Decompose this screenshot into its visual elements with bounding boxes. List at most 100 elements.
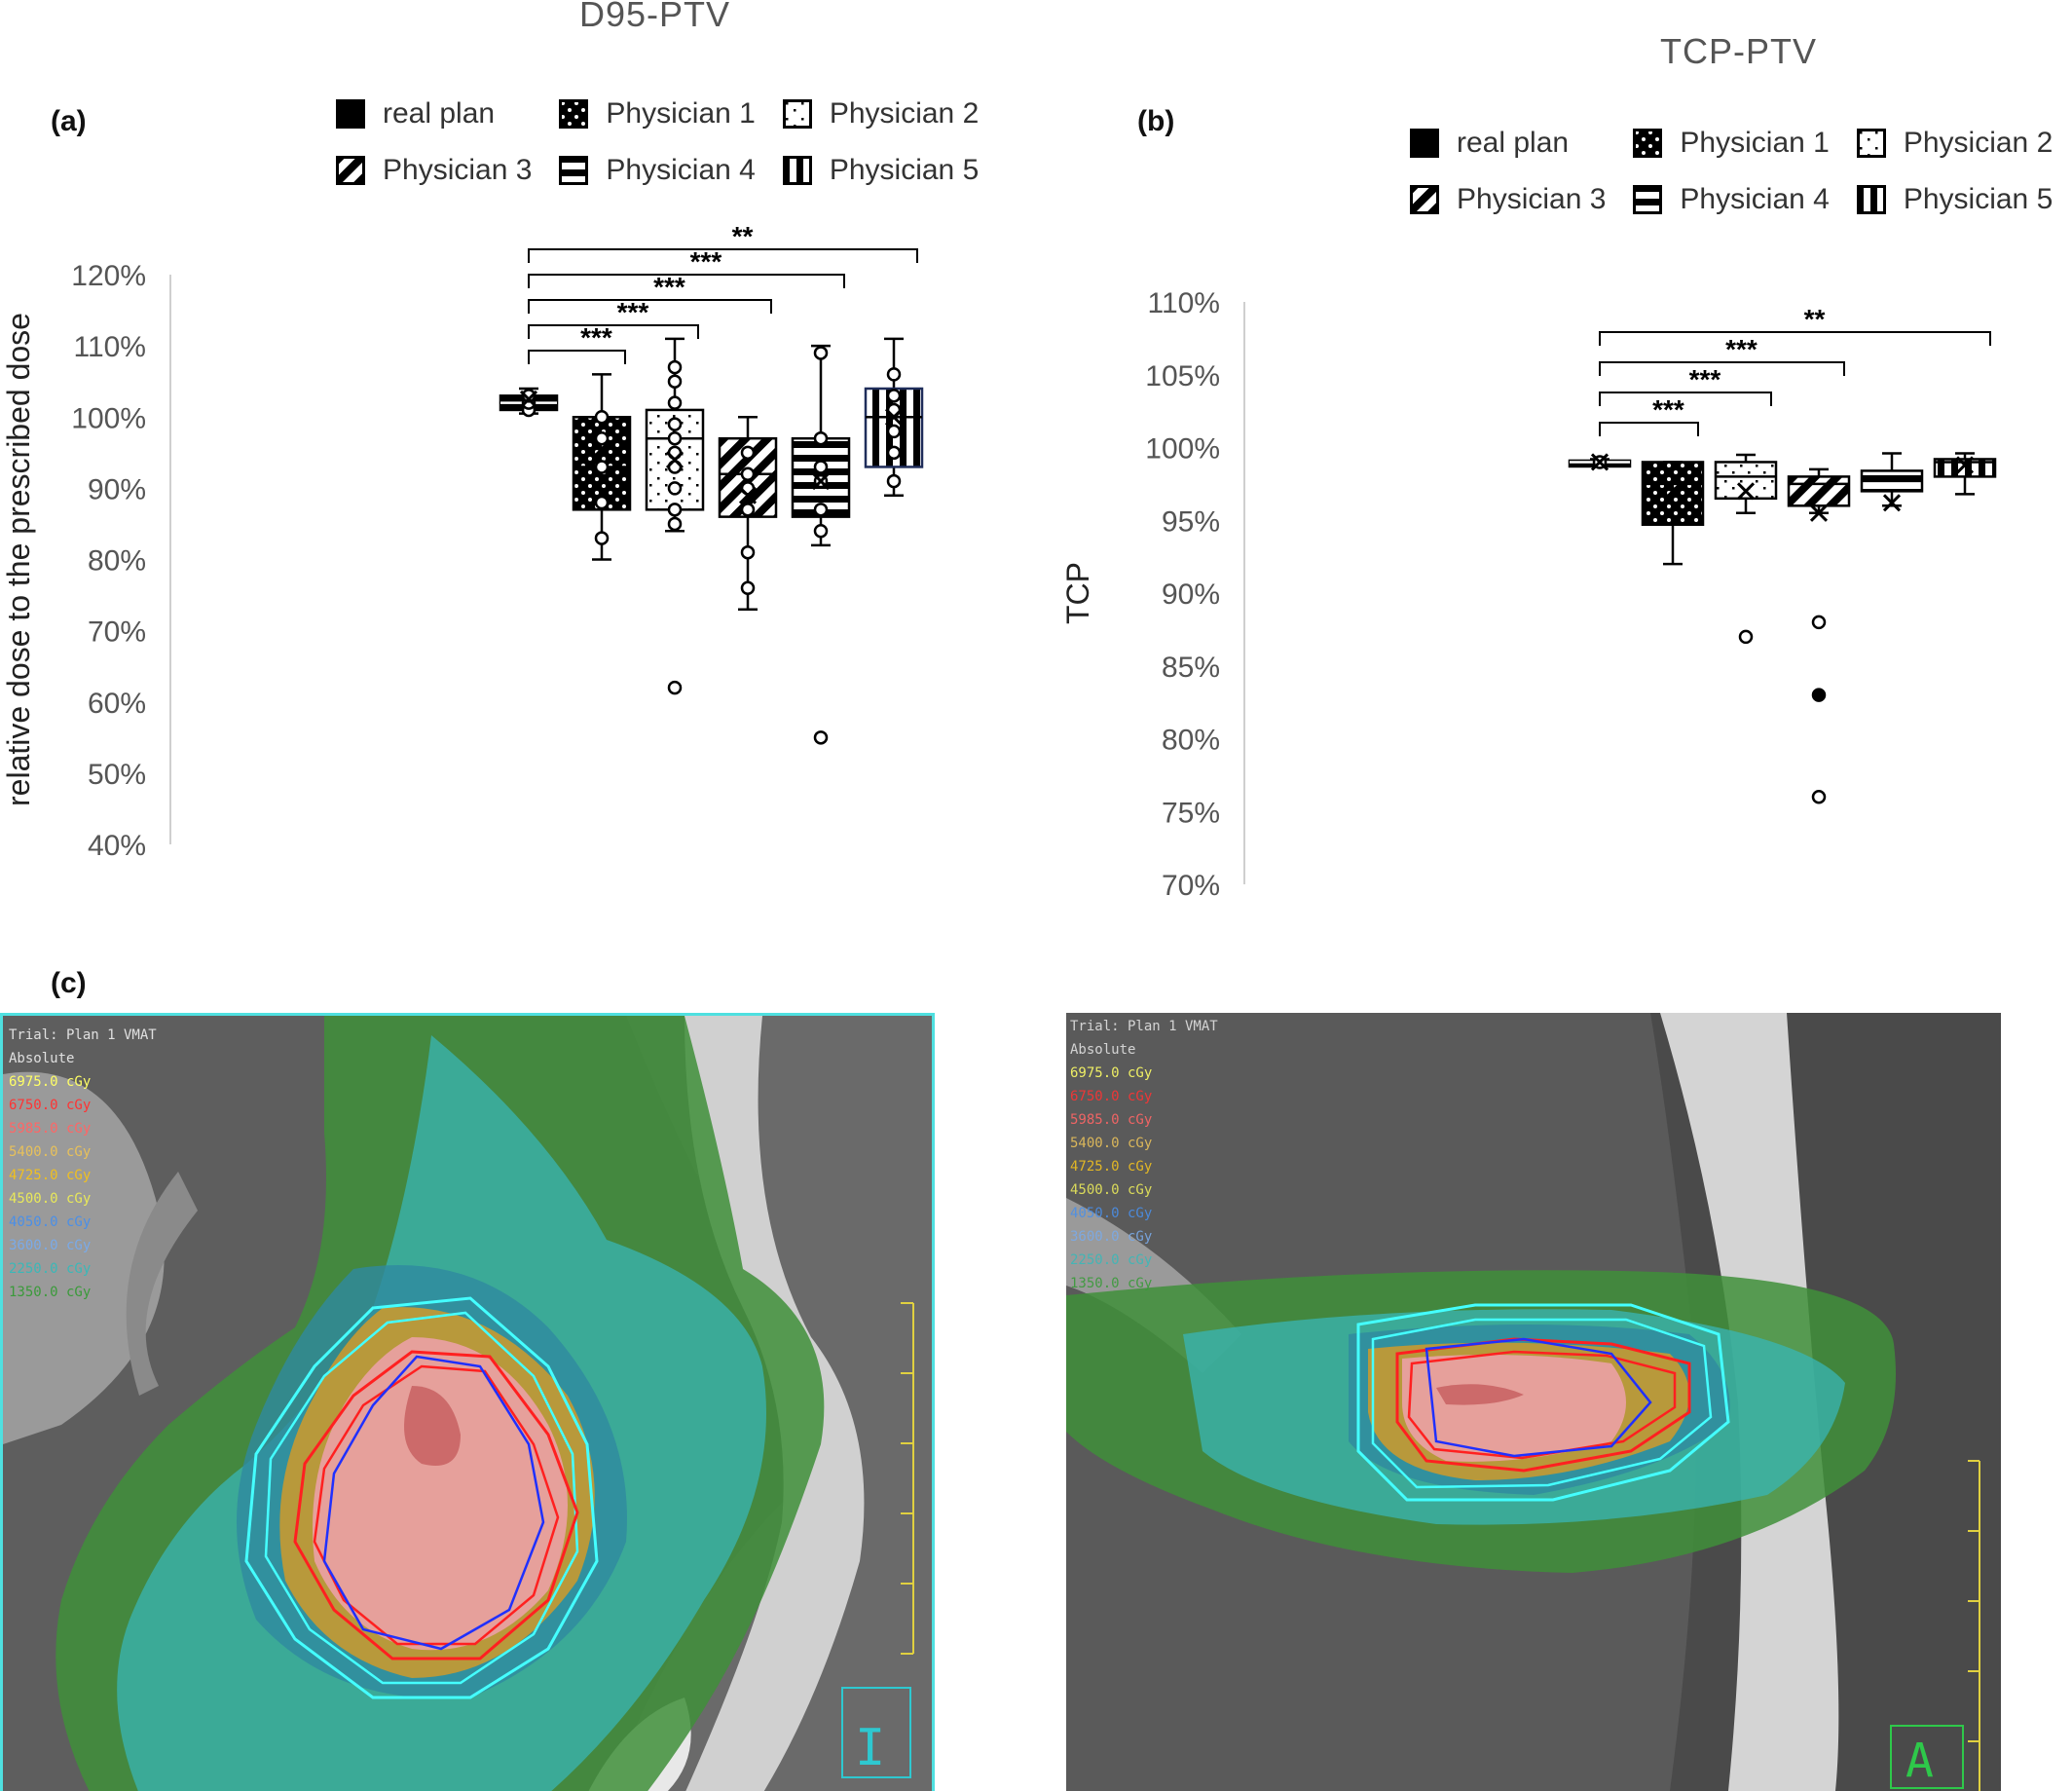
significance-label: ** — [732, 221, 754, 251]
data-point — [740, 503, 756, 517]
data-point — [667, 395, 683, 410]
box-real-plan — [499, 387, 559, 418]
mean-marker — [519, 390, 538, 409]
legend-swatch — [1633, 129, 1663, 158]
data-point — [667, 374, 683, 389]
significance-label: *** — [1725, 334, 1758, 364]
mean-marker — [1955, 456, 1975, 474]
isodose-level-label: 1350.0 cGy — [9, 1285, 92, 1300]
legend-label: Physician 1 — [1680, 127, 1830, 159]
legend-label: Physician 5 — [829, 154, 980, 186]
legend-swatch — [336, 99, 365, 129]
outlier-point — [1811, 790, 1827, 804]
legend-label: real plan — [1457, 127, 1570, 159]
legend-swatch — [1856, 129, 1886, 158]
data-point — [886, 473, 902, 489]
data-point — [594, 460, 610, 474]
legend-swatch — [782, 99, 812, 129]
significance-label: *** — [690, 246, 722, 277]
significance-bracket — [528, 350, 626, 364]
isodose-level-label: 3600.0 cGy — [9, 1238, 92, 1253]
mean-marker — [1809, 504, 1829, 522]
legend-item: Physician 4 — [559, 154, 756, 187]
legend-item: Physician 1 — [1633, 127, 1830, 160]
chart-a-title: D95-PTV — [579, 0, 731, 34]
chart-b-title: TCP-PTV — [1660, 31, 1818, 71]
box-iqr — [1787, 475, 1851, 507]
mean-marker — [884, 408, 904, 427]
isodose-level-label: 5400.0 cGy — [1070, 1136, 1153, 1151]
data-point — [521, 389, 536, 403]
outlier-point — [1811, 688, 1827, 702]
ct-coronal-legend: Trial: Plan 1 VMAT Absolute 6975.0 cGy 67… — [1070, 1015, 1218, 1295]
y-tick-label: 90% — [1162, 578, 1220, 611]
legend-swatch — [559, 156, 589, 185]
isodose-level-label: 3600.0 cGy — [1070, 1229, 1153, 1245]
y-tick-label: 110% — [73, 331, 146, 363]
legend-label: Physician 3 — [383, 154, 533, 186]
mean-marker — [738, 486, 758, 504]
legend-label: real plan — [383, 97, 496, 130]
data-point — [594, 531, 610, 545]
mean-marker — [811, 472, 831, 491]
isodose-level-label: 4050.0 cGy — [1070, 1206, 1153, 1221]
data-point — [740, 445, 756, 461]
data-point — [667, 503, 683, 517]
legend-swatch — [1410, 129, 1439, 158]
significance-bracket — [528, 248, 918, 263]
outlier-point — [667, 680, 683, 695]
legend-swatch — [782, 156, 812, 185]
legend-label: Physician 5 — [1903, 183, 2054, 215]
isodose-level-label: 4500.0 cGy — [9, 1191, 92, 1207]
mean-marker — [1663, 482, 1683, 501]
y-tick-label: 60% — [88, 688, 146, 720]
y-tick-label: 85% — [1162, 652, 1220, 684]
isodose-level-label: 2250.0 cGy — [9, 1261, 92, 1277]
data-point — [667, 430, 683, 446]
orientation-marker-coronal: A — [1906, 1734, 1934, 1788]
outlier-point — [1738, 629, 1754, 645]
legend-swatch — [1633, 185, 1663, 214]
y-tick-label: 80% — [88, 545, 146, 578]
legend-swatch — [336, 156, 365, 185]
data-point — [886, 445, 902, 461]
legend-item: Physician 3 — [1410, 183, 1606, 216]
data-point — [813, 460, 829, 474]
data-point — [594, 495, 610, 510]
legend-label: Physician 4 — [606, 154, 756, 186]
ct-axial-title: Trial: Plan 1 VMAT — [9, 1027, 157, 1043]
ct-scan-axial: Trial: Plan 1 VMAT Absolute 6975.0 cGy 67… — [0, 1013, 935, 1791]
isodose-level-label: 1350.0 cGy — [1070, 1276, 1153, 1291]
box-physician-5 — [864, 337, 924, 497]
isodose-level-label: 5400.0 cGy — [9, 1144, 92, 1160]
data-point — [667, 516, 683, 532]
chart-b-plot: 70%75%80%85%90%95%100%105%110%TCP*******… — [1060, 287, 1997, 902]
y-tick-label: 105% — [1145, 360, 1220, 392]
legend-label: Physician 3 — [1457, 183, 1607, 215]
isodose-level-label: 2250.0 cGy — [1070, 1252, 1153, 1268]
data-point — [667, 481, 683, 496]
isodose-level-label: 5985.0 cGy — [9, 1121, 92, 1137]
y-tick-label: 70% — [1162, 870, 1220, 902]
legend-item: Physician 3 — [336, 154, 532, 187]
legend-label: Physician 1 — [606, 97, 756, 130]
y-axis-title: TCP — [1060, 562, 1095, 624]
data-point — [667, 417, 683, 431]
box-physician-2 — [1714, 453, 1778, 645]
isodose-level-label: 4725.0 cGy — [9, 1168, 92, 1183]
mean-marker — [1590, 453, 1610, 471]
isodose-level-label: 5985.0 cGy — [1070, 1112, 1153, 1128]
isodose-level-label: 4725.0 cGy — [1070, 1159, 1153, 1175]
mean-marker — [1882, 494, 1902, 512]
significance-bracket — [528, 324, 699, 339]
significance-bracket — [528, 274, 845, 288]
isodose-level-label: 6750.0 cGy — [1070, 1089, 1153, 1104]
y-tick-label: 75% — [1162, 797, 1220, 829]
box-iqr — [1933, 458, 1997, 478]
box-physician-3 — [718, 416, 778, 611]
outlier-point — [813, 730, 829, 745]
box-iqr — [1641, 461, 1705, 526]
significance-bracket — [528, 299, 772, 314]
y-tick-label: 120% — [71, 260, 146, 292]
legend-swatch — [1856, 185, 1886, 214]
